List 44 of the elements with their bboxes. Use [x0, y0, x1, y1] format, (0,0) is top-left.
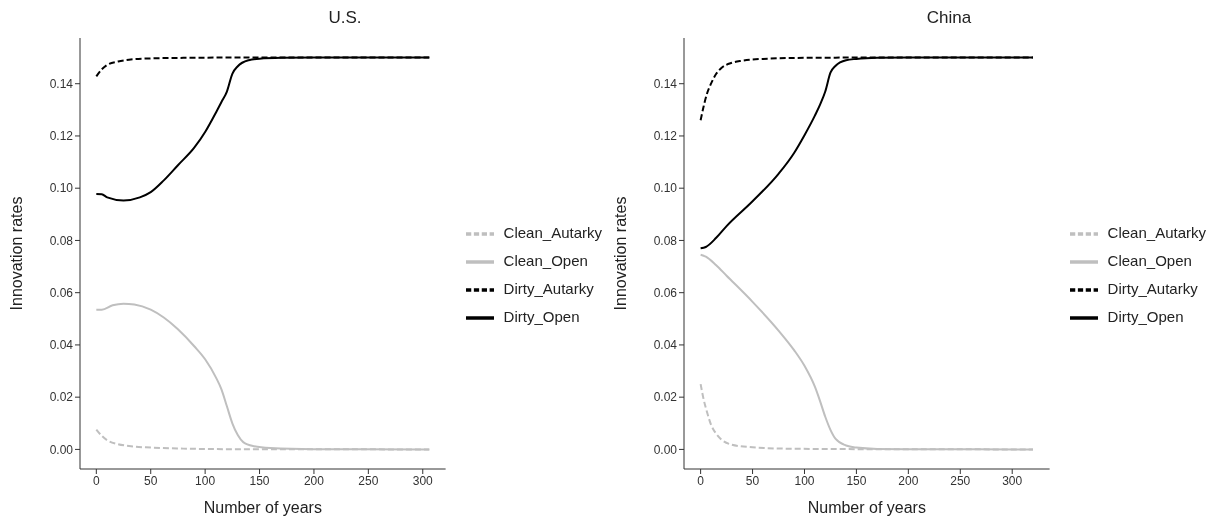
x-tick-label: 150 [249, 473, 270, 488]
y-tick-label: 0.02 [653, 390, 678, 405]
x-tick-label: 200 [303, 473, 325, 488]
x-tick-label: 300 [412, 473, 434, 488]
y-tick-label: 0.08 [49, 233, 74, 248]
y-tick-label: 0.00 [49, 442, 74, 457]
y-tick-label: 0.00 [653, 442, 678, 457]
chart-title: U.S. [327, 8, 363, 29]
y-tick-label: 0.04 [653, 338, 678, 353]
y-tick-label: 0.12 [653, 129, 678, 144]
x-tick-label: 50 [745, 473, 760, 488]
x-tick-label: 0 [697, 473, 705, 488]
legend-label: Dirty_Autarky [1107, 280, 1198, 298]
legend-label: Dirty_Autarky [503, 280, 594, 298]
x-tick-label: 50 [144, 473, 158, 488]
legend-label: Clean_Autarky [503, 224, 602, 242]
x-tick-label: 0 [92, 473, 100, 488]
legend-label: Clean_Open [1107, 252, 1192, 270]
y-axis-title: Innovation rates [611, 196, 629, 311]
legend-label: Dirty_Open [503, 308, 580, 326]
legend-label: Dirty_Open [1107, 308, 1184, 326]
chart-title: China [925, 8, 973, 29]
y-tick-label: 0.08 [653, 233, 678, 248]
y-tick-label: 0.02 [49, 390, 74, 405]
x-tick-label: 100 [195, 473, 216, 488]
y-tick-label: 0.10 [49, 181, 74, 196]
y-tick-label: 0.06 [653, 285, 678, 300]
y-axis-title: Innovation rates [7, 196, 25, 311]
legend-label: Clean_Open [503, 252, 588, 270]
x-axis-title: Number of years [203, 499, 322, 516]
x-axis-title: Number of years [807, 499, 926, 516]
x-tick-label: 250 [950, 473, 971, 488]
y-tick-label: 0.14 [49, 76, 74, 91]
x-tick-label: 100 [794, 473, 815, 488]
x-tick-label: 200 [898, 473, 919, 488]
x-tick-label: 250 [358, 473, 379, 488]
x-tick-label: 150 [846, 473, 867, 488]
y-tick-label: 0.12 [49, 129, 74, 144]
legend-label: Clean_Autarky [1107, 224, 1206, 242]
y-tick-label: 0.06 [49, 285, 74, 300]
x-tick-label: 300 [1002, 473, 1023, 488]
y-tick-label: 0.10 [653, 181, 678, 196]
y-tick-label: 0.14 [653, 76, 678, 91]
y-tick-label: 0.04 [49, 338, 74, 353]
